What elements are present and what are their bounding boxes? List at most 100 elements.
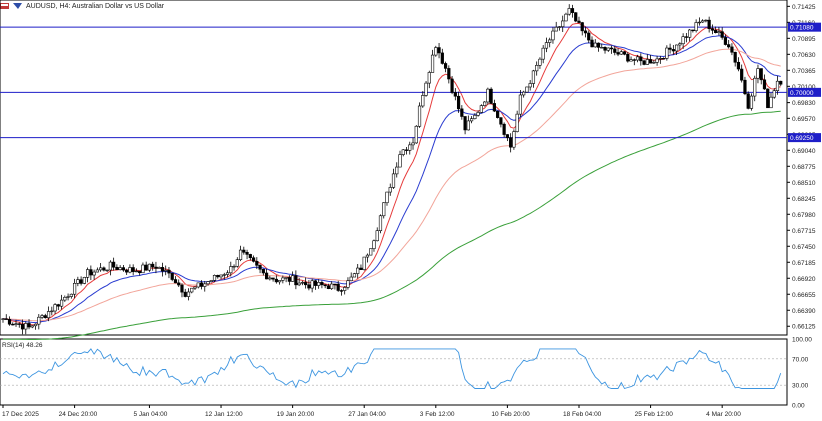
y-tick-label: 0.70100: [792, 84, 816, 91]
candle-body: [209, 280, 213, 282]
candle-body: [222, 274, 226, 276]
candle-body: [629, 59, 633, 62]
candle-body: [177, 282, 181, 286]
candle-body: [779, 80, 783, 85]
x-tick-label: 17 Dec 2025: [2, 411, 39, 418]
candle-body: [343, 287, 347, 291]
candle-body: [714, 29, 718, 33]
candle-body: [701, 20, 705, 23]
candle-body: [157, 267, 161, 269]
candle-body: [645, 59, 649, 65]
candle-body: [160, 267, 165, 272]
candle-body: [398, 154, 402, 168]
level-label-box: [788, 87, 821, 97]
y-tick-label: 0.67715: [792, 228, 816, 235]
candle-body: [219, 274, 223, 278]
candle-body: [238, 249, 243, 260]
chart-type-icon[interactable]: [0, 2, 10, 10]
candle-body: [443, 63, 448, 69]
candle-body: [164, 269, 168, 272]
candle-body: [414, 125, 418, 144]
candle-body: [717, 31, 721, 33]
y-tick-label: 0.68510: [792, 180, 816, 187]
candle-body: [525, 86, 529, 93]
candle-body: [753, 77, 757, 97]
candle-body: [427, 72, 431, 84]
candle-body: [626, 53, 630, 62]
candle-body: [261, 268, 265, 274]
candle-body: [242, 249, 246, 253]
candle-body: [346, 280, 350, 288]
y-tick-label: 0.67450: [792, 244, 816, 251]
candle-body: [681, 36, 685, 45]
candle-body: [522, 91, 526, 96]
candle-body: [587, 32, 591, 41]
candle-body: [30, 325, 34, 328]
candle-body: [245, 251, 249, 255]
moving-average-long: [3, 110, 781, 340]
candle-body: [743, 79, 747, 95]
moving-average-slow: [3, 48, 781, 322]
x-tick-label: 24 Dec 20:00: [59, 411, 98, 418]
candle-body: [710, 28, 715, 31]
rsi-line: [2, 348, 782, 390]
level-label: 0.71080: [790, 25, 814, 32]
candle-body: [378, 215, 383, 232]
candle-body: [349, 276, 353, 282]
y-tick-label: 0.71425: [792, 4, 816, 11]
candle-body: [382, 202, 386, 217]
candle-body: [173, 279, 178, 284]
candle-body: [225, 272, 230, 275]
candle-body: [567, 8, 571, 15]
candle-body: [483, 101, 487, 106]
candle-body: [186, 291, 191, 297]
candle-body: [476, 112, 480, 116]
candle-body: [33, 323, 38, 327]
candle-body: [421, 95, 425, 107]
candle-body: [557, 26, 562, 28]
candle-body: [320, 282, 324, 286]
y-tick-label: 0.68245: [792, 196, 816, 203]
candle-body: [561, 20, 565, 27]
candle-body: [53, 304, 57, 312]
candle-body: [668, 47, 672, 50]
candle-body: [326, 285, 331, 289]
candle-body: [704, 19, 708, 22]
rsi-tick-label: 100.00: [792, 337, 812, 344]
candle-body: [251, 257, 256, 262]
candle-body: [268, 277, 272, 280]
candle-body: [72, 283, 77, 295]
candle-body: [264, 272, 269, 280]
candle-body: [590, 39, 594, 48]
candle-body: [307, 284, 311, 289]
candle-body: [365, 254, 370, 258]
candle-body: [20, 324, 25, 330]
candle-body: [730, 46, 734, 53]
candle-body: [606, 47, 610, 51]
candle-body: [128, 267, 132, 273]
y-tick-label: 0.66390: [792, 308, 816, 315]
candle-body: [440, 52, 444, 64]
candle-body: [274, 278, 278, 283]
candle-body: [756, 68, 760, 79]
candle-body: [281, 277, 285, 281]
candle-body: [492, 103, 496, 112]
candle-body: [661, 58, 666, 60]
candle-body: [17, 323, 21, 325]
candle-body: [564, 13, 568, 22]
candle-body: [411, 142, 415, 146]
candle-body: [300, 282, 304, 284]
candle-body: [336, 283, 340, 291]
indicator-icon[interactable]: [13, 2, 23, 10]
candle-body: [199, 282, 204, 287]
candle-body: [232, 265, 236, 268]
y-tick-label: 0.67980: [792, 212, 816, 219]
candle-body: [339, 290, 344, 292]
candle-body: [82, 276, 86, 284]
candle-body: [11, 323, 15, 326]
candle-body: [733, 51, 737, 63]
candle-body: [596, 42, 601, 48]
candle-body: [395, 166, 399, 175]
candle-body: [144, 264, 148, 271]
